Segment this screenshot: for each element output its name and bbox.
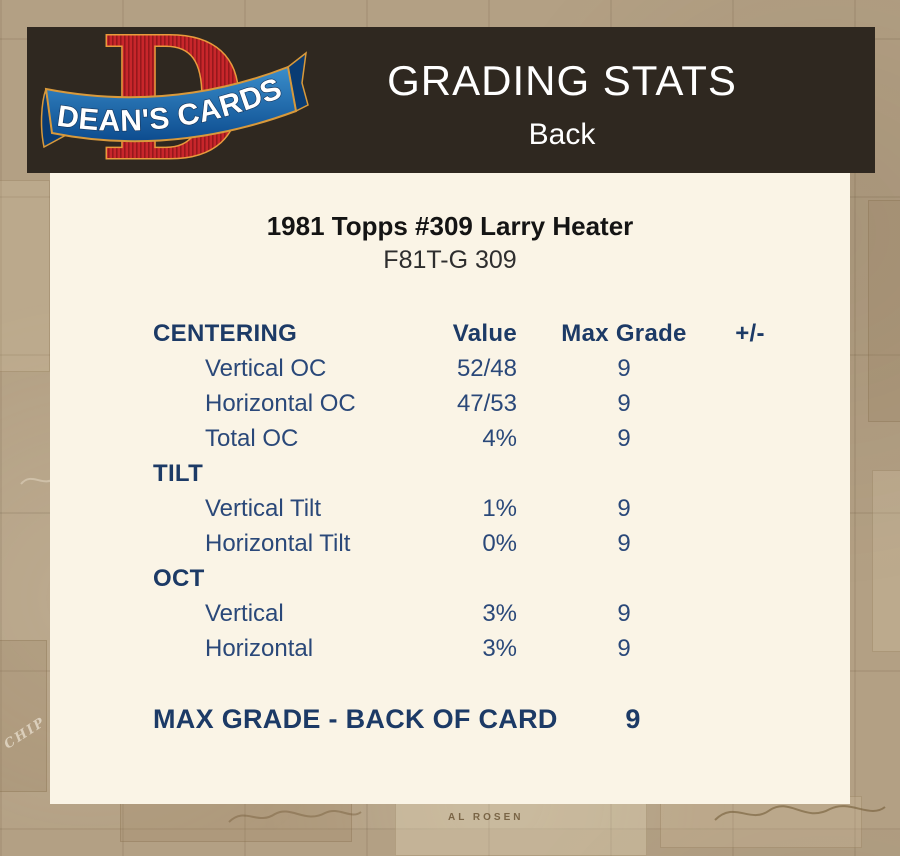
row-label: Horizontal: [205, 635, 314, 662]
row-label: Vertical Tilt: [205, 495, 322, 522]
row-label: Total OC: [205, 425, 299, 452]
row-label: Vertical OC: [205, 355, 327, 382]
column-header-max-grade: Max Grade: [561, 320, 687, 347]
row-value: 3%: [482, 600, 517, 627]
grading-table: CENTERING Value Max Grade +/- Vertical OC 52/…: [153, 316, 769, 666]
empty-cell: [517, 561, 731, 596]
background-card: [0, 180, 50, 372]
row-plus-minus: [731, 631, 769, 666]
column-header-plus-minus: +/-: [735, 320, 765, 347]
page-subtitle: Back: [528, 118, 596, 151]
row-max-grade: 9: [617, 355, 631, 382]
row-plus-minus: [731, 526, 769, 561]
row-plus-minus: [731, 596, 769, 631]
empty-cell: [731, 456, 769, 491]
background-signature: [714, 805, 886, 821]
header-bar: D DEAN'S CARDS GRADING STATS Back: [27, 27, 875, 173]
deans-cards-logo: D DEAN'S CARDS: [40, 33, 309, 168]
row-max-grade: 9: [617, 530, 631, 557]
row-value: 1%: [482, 495, 517, 522]
card-title: 1981 Topps #309 Larry Heater: [266, 211, 634, 241]
max-grade-summary-label: MAX GRADE - BACK OF CARD: [153, 704, 558, 734]
row-value: 3%: [482, 635, 517, 662]
empty-cell: [403, 456, 517, 491]
ribbon-band: [44, 65, 298, 143]
row-max-grade: 9: [617, 635, 631, 662]
row-label: Vertical: [205, 600, 284, 627]
background-signature: [228, 810, 362, 823]
row-plus-minus: [731, 421, 769, 456]
row-plus-minus: [731, 491, 769, 526]
background-card: [868, 200, 900, 422]
row-max-grade: 9: [617, 425, 631, 452]
section-header-centering: CENTERING: [153, 320, 298, 347]
page-title: GRADING STATS: [387, 57, 737, 104]
background-card: [0, 640, 47, 792]
row-label: Horizontal Tilt: [205, 530, 351, 557]
max-grade-summary-value: 9: [625, 704, 641, 734]
grading-panel: 1981 Topps #309 Larry Heater F81T-G 309 …: [50, 173, 850, 804]
max-grade-summary: MAX GRADE - BACK OF CARD 9: [153, 701, 769, 739]
card-code: F81T-G 309: [383, 246, 517, 274]
row-max-grade: 9: [617, 600, 631, 627]
row-value: 4%: [482, 425, 517, 452]
row-value: 0%: [482, 530, 517, 557]
column-header-value: Value: [452, 320, 517, 347]
background-card-caption: AL ROSEN: [448, 812, 524, 823]
row-plus-minus: [731, 386, 769, 421]
empty-cell: [517, 456, 731, 491]
row-label: Horizontal OC: [205, 390, 356, 417]
section-header-oct: OCT: [153, 565, 205, 592]
empty-cell: [403, 561, 517, 596]
header-text-block: GRADING STATS Back: [312, 57, 812, 153]
section-header-tilt: TILT: [153, 460, 204, 487]
row-max-grade: 9: [617, 390, 631, 417]
row-value: 47/53: [456, 390, 517, 417]
row-plus-minus: [731, 351, 769, 386]
row-value: 52/48: [456, 355, 517, 382]
empty-cell: [731, 561, 769, 596]
row-max-grade: 9: [617, 495, 631, 522]
background-card: [872, 470, 900, 652]
